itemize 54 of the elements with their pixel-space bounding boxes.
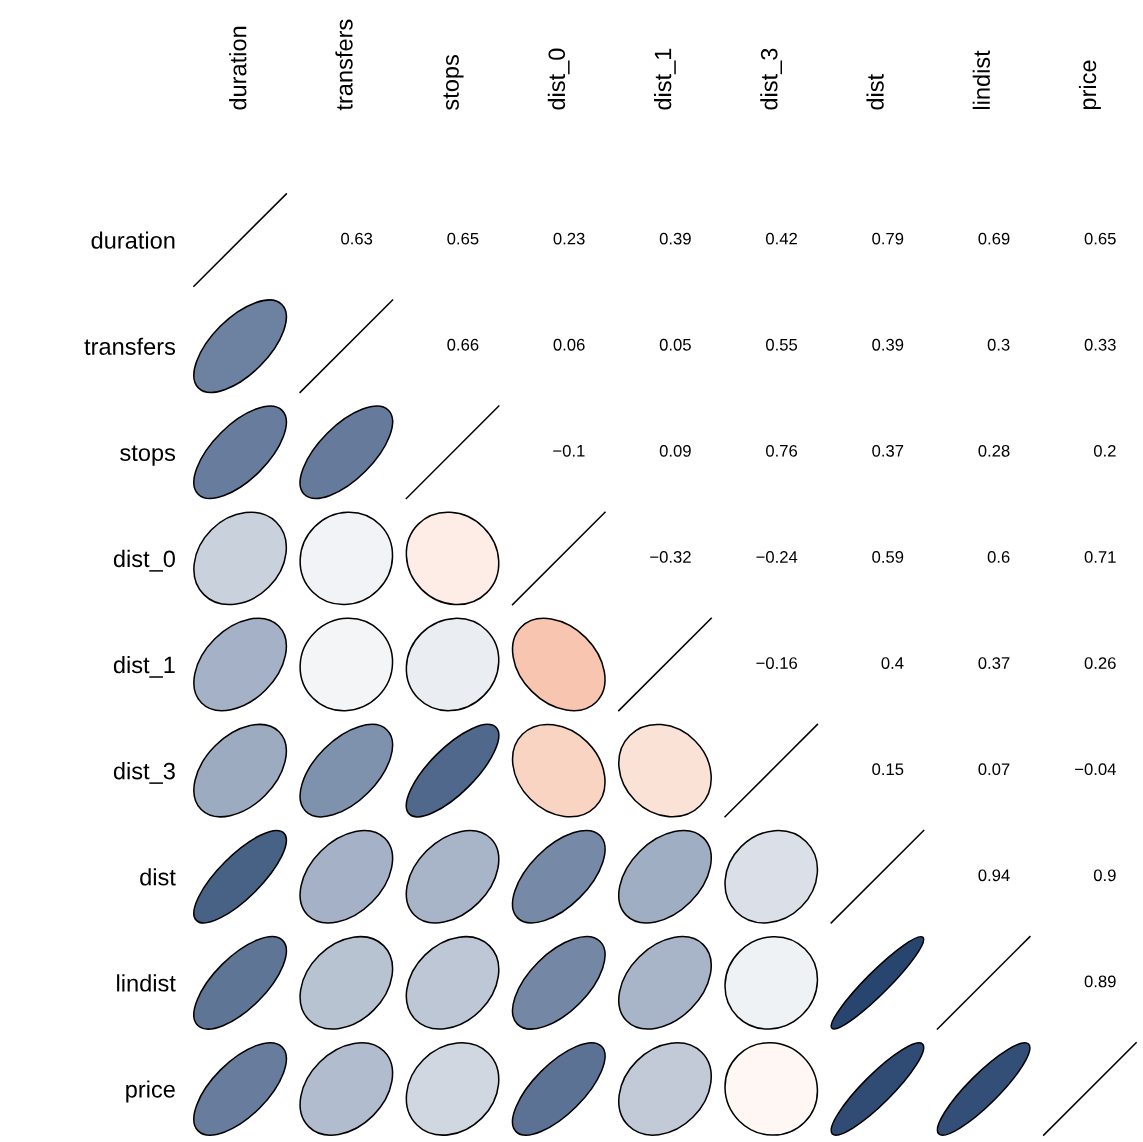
y-tick-label: dist_0 <box>113 549 175 572</box>
data-label: 0.2 <box>1093 444 1116 457</box>
data-label: −0.24 <box>756 551 798 563</box>
x-tick-label: transfers <box>335 19 353 111</box>
data-label: 0.59 <box>872 551 904 563</box>
data-label: 0.07 <box>978 763 1010 776</box>
data-label: 0.94 <box>978 869 1010 882</box>
data-label: 0.28 <box>978 444 1010 457</box>
data-label: 0.63 <box>341 232 373 245</box>
data-label: 0.26 <box>1084 657 1116 669</box>
data-label: 0.33 <box>1084 338 1116 351</box>
data-label: 0.4 <box>881 657 904 669</box>
data-label: 0.37 <box>978 657 1010 669</box>
data-label: 0.55 <box>765 338 798 351</box>
data-label: −0.16 <box>756 657 798 669</box>
y-tick-label: dist <box>140 868 176 886</box>
data-label: 0.3 <box>987 338 1010 351</box>
data-label: 0.39 <box>872 338 904 351</box>
data-label: 0.15 <box>872 763 904 776</box>
data-label: −0.32 <box>650 551 691 563</box>
x-tick-label: lindist <box>972 50 990 110</box>
y-tick-label: duration <box>91 231 175 249</box>
data-label: 0.76 <box>765 444 798 457</box>
data-label: −0.04 <box>1075 763 1116 776</box>
data-label: 0.89 <box>1084 975 1116 988</box>
data-label: 0.9 <box>1093 869 1116 882</box>
data-label: 0.79 <box>872 232 904 245</box>
x-tick-label: dist_0 <box>547 48 570 110</box>
data-label: 0.6 <box>987 551 1010 563</box>
data-label: 0.37 <box>872 444 904 457</box>
data-label: 0.71 <box>1084 551 1116 563</box>
y-tick-label: stops <box>120 445 176 466</box>
y-tick-label: dist_3 <box>113 762 175 784</box>
data-label: 0.69 <box>978 232 1010 245</box>
x-tick-label: stops <box>443 55 464 110</box>
data-label: 0.39 <box>659 232 691 245</box>
x-tick-label: price <box>1078 60 1101 110</box>
x-tick-label: dist_3 <box>760 48 783 110</box>
x-tick-label: dist <box>866 74 884 110</box>
data-label: 0.42 <box>765 232 797 245</box>
x-tick-label: duration <box>229 26 247 110</box>
data-label: 0.23 <box>553 232 585 245</box>
y-tick-label: price <box>126 1080 175 1103</box>
y-tick-label: lindist <box>117 974 176 992</box>
data-label: 0.66 <box>447 338 479 351</box>
data-label: 0.65 <box>1084 232 1116 245</box>
data-label: −0.1 <box>553 444 585 457</box>
y-tick-label: dist_1 <box>113 655 175 678</box>
data-label: 0.06 <box>553 338 585 351</box>
x-tick-label: dist_1 <box>653 48 676 110</box>
y-tick-label: transfers <box>84 337 176 355</box>
data-label: 0.05 <box>659 338 691 351</box>
data-label: 0.65 <box>447 232 479 245</box>
data-label: 0.09 <box>659 444 691 457</box>
